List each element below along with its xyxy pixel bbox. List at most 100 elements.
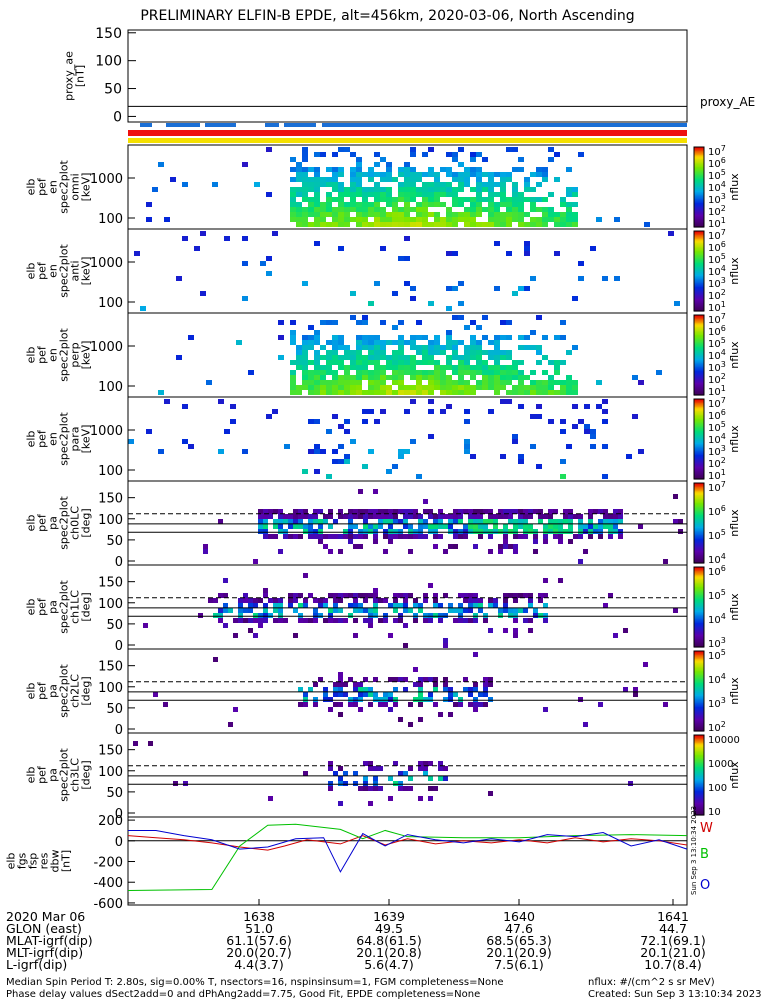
spectrogram-cell — [524, 385, 530, 390]
colorbar-cell — [694, 745, 704, 748]
colorbar-cell — [694, 283, 704, 285]
pitch-angle-cell — [348, 593, 353, 598]
axis-label: pa — [47, 768, 60, 782]
spectrogram-cell — [476, 365, 482, 370]
spectrogram-cell — [344, 454, 350, 459]
spectrogram-cell — [524, 241, 530, 246]
colorbar-cell — [694, 611, 704, 613]
pitch-angle-cell — [458, 529, 463, 534]
pitch-angle-cell — [433, 529, 438, 534]
spectrogram-cell — [446, 212, 452, 217]
spectrogram-cell — [482, 182, 488, 187]
pitch-angle-cell — [408, 534, 413, 539]
colorbar-cell — [694, 268, 704, 271]
colorbar-cell — [694, 772, 704, 775]
pitch-angle-cell — [338, 534, 343, 539]
pitch-angle-cell — [338, 692, 343, 697]
spectrogram-cell — [338, 385, 344, 390]
axis-label: perp — [69, 342, 82, 367]
colorbar-cell — [694, 212, 704, 215]
colorbar-cell — [694, 633, 704, 636]
pitch-angle-cell — [288, 598, 293, 603]
spectrogram-cell — [290, 157, 296, 162]
colorbar-cell — [694, 680, 704, 683]
pitch-angle-cell — [503, 598, 508, 603]
pitch-angle-cell — [418, 524, 423, 529]
spectrogram-cell — [380, 197, 386, 202]
spectrogram-cell — [164, 399, 170, 404]
spectrogram-cell — [290, 385, 296, 390]
spectrogram-cell — [482, 172, 488, 177]
spectrogram-cell — [356, 202, 362, 207]
pitch-angle-cell — [328, 707, 333, 712]
axis-label: pef — [36, 429, 49, 448]
spectrogram-cell — [296, 217, 302, 222]
pitch-angle-cell — [463, 524, 468, 529]
axis-label: pa — [47, 516, 60, 530]
colorbar-cell — [694, 603, 704, 605]
colorbar-cell — [694, 541, 704, 544]
colorbar-cell — [694, 552, 704, 555]
pitch-angle-cell — [338, 672, 343, 677]
spectrogram-cell — [380, 380, 386, 385]
spectrogram-cell — [446, 182, 452, 187]
colorbar-cell — [694, 445, 704, 448]
pitch-angle-cell — [443, 697, 448, 702]
pitch-angle-cell — [293, 633, 298, 638]
spectrogram-cell — [380, 157, 386, 162]
spectrogram-cell — [560, 202, 566, 207]
pitch-angle-cell — [503, 529, 508, 534]
spectrogram-cell — [446, 355, 452, 360]
pitch-angle-cell — [368, 509, 373, 514]
spectrogram-cell — [524, 251, 530, 256]
spectrogram-cell — [404, 192, 410, 197]
spectrogram-cell — [500, 365, 506, 370]
colorbar-cell — [694, 496, 704, 499]
spectrogram-cell — [344, 192, 350, 197]
tick-label: 1000 — [90, 424, 123, 439]
colorbar-cell — [694, 608, 704, 611]
pitch-angle-cell — [538, 593, 543, 598]
colorbar-cell — [694, 208, 704, 211]
spectrogram-cell — [428, 434, 434, 439]
colorbar-cell — [694, 293, 704, 296]
pitch-angle-cell — [303, 573, 308, 578]
colorbar-cell — [694, 197, 704, 200]
spectrogram-cell — [158, 162, 164, 167]
colorbar-cell — [694, 157, 704, 160]
pitch-angle-cell — [348, 613, 353, 618]
pitch-angle-cell — [483, 682, 488, 687]
spectrogram-cell — [290, 360, 296, 365]
pitch-angle-cell — [598, 524, 603, 529]
spectrogram-cell — [398, 360, 404, 365]
pitch-angle-cell — [223, 623, 228, 628]
spectrogram-cell — [380, 320, 386, 325]
spectrogram-cell — [446, 286, 452, 291]
pitch-angle-cell — [453, 544, 458, 549]
colorbar-cell — [694, 467, 704, 469]
pitch-angle-cell — [423, 534, 428, 539]
spectrogram-cell — [518, 197, 524, 202]
pitch-angle-cell — [473, 509, 478, 514]
pitch-angle-cell — [248, 618, 253, 623]
colorbar-frame — [693, 398, 705, 480]
panel-frame — [127, 816, 688, 906]
colorbar-label: nflux — [728, 341, 741, 369]
colorbar-cell — [694, 756, 704, 759]
colorbar-cell — [694, 759, 704, 761]
spectrogram-cell — [428, 360, 434, 365]
spectrogram-cell — [476, 167, 482, 172]
spectrogram-cell — [278, 335, 284, 340]
pitch-angle-cell — [413, 529, 418, 534]
spectrogram-cell — [320, 202, 326, 207]
pitch-angle-cell — [373, 776, 378, 781]
pitch-angle-cell — [283, 534, 288, 539]
spectrogram-cell — [500, 197, 506, 202]
colorbar-frame — [693, 734, 705, 816]
colorbar-cell — [694, 769, 704, 772]
pitch-angle-cell — [428, 583, 433, 588]
tick-label: 100 — [98, 296, 123, 311]
pitch-angle-cell — [303, 524, 308, 529]
spectrogram-cell — [560, 360, 566, 365]
